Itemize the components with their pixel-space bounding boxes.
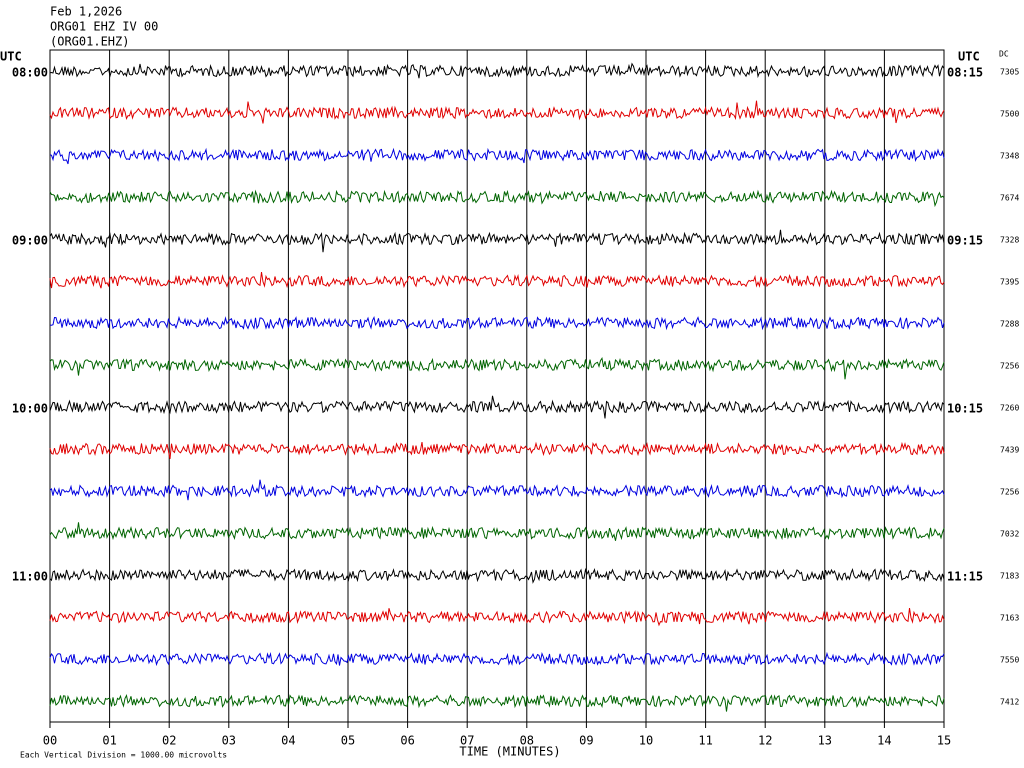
- left-time-label: 08:00: [12, 66, 48, 80]
- x-tick-label: 10: [639, 734, 653, 748]
- trace: [49, 100, 945, 124]
- trace: [49, 147, 945, 165]
- right-time-label: 08:15: [947, 66, 983, 80]
- dc-value: 7032: [1000, 530, 1019, 539]
- trace: [49, 608, 945, 627]
- right-axis-title: UTC: [958, 50, 980, 64]
- right-time-label: 11:15: [947, 570, 983, 584]
- trace: [49, 441, 945, 459]
- x-tick-label: 02: [162, 734, 176, 748]
- dc-value: 7305: [1000, 68, 1019, 77]
- trace: [49, 229, 945, 253]
- x-tick-label: 05: [341, 734, 355, 748]
- dc-value: 7183: [1000, 572, 1019, 581]
- right-time-label: 10:15: [947, 402, 983, 416]
- x-tick-label: 03: [222, 734, 236, 748]
- dc-value: 7439: [1000, 446, 1019, 455]
- right-time-label: 09:15: [947, 234, 983, 248]
- x-tick-label: 12: [758, 734, 772, 748]
- left-axis-title: UTC: [0, 50, 22, 64]
- x-tick-label: 07: [460, 734, 474, 748]
- dc-value: 7550: [1000, 656, 1019, 665]
- trace: [49, 356, 945, 380]
- dc-title: DC: [999, 50, 1009, 59]
- x-tick-label: 00: [43, 734, 57, 748]
- left-time-label: 09:00: [12, 234, 48, 248]
- trace: [49, 189, 945, 208]
- x-tick-label: 08: [520, 734, 534, 748]
- dc-value: 7256: [1000, 488, 1019, 497]
- trace: [49, 479, 945, 501]
- station-title: (ORG01.EHZ): [50, 35, 129, 49]
- x-tick-label: 04: [281, 734, 295, 748]
- x-tick-label: 13: [818, 734, 832, 748]
- dc-value: 7260: [1000, 404, 1019, 413]
- trace: [49, 694, 945, 712]
- dc-value: 7395: [1000, 278, 1019, 287]
- dc-value: 7674: [1000, 194, 1019, 203]
- trace: [49, 567, 945, 584]
- trace: [49, 522, 945, 541]
- dc-value: 7348: [1000, 152, 1019, 161]
- trace: [49, 651, 945, 667]
- dc-value: 7256: [1000, 362, 1019, 371]
- x-tick-label: 06: [400, 734, 414, 748]
- x-tick-label: 15: [937, 734, 951, 748]
- x-tick-label: 14: [877, 734, 891, 748]
- channel-title: ORG01 EHZ IV 00: [50, 20, 158, 34]
- x-axis-label: TIME (MINUTES): [459, 745, 560, 759]
- dc-value: 7500: [1000, 110, 1019, 119]
- x-tick-label: 11: [698, 734, 712, 748]
- x-tick-label: 09: [579, 734, 593, 748]
- dc-value: 7328: [1000, 236, 1019, 245]
- x-tick-label: 01: [102, 734, 116, 748]
- date-title: Feb 1,2026: [50, 5, 122, 19]
- trace: [49, 62, 945, 79]
- dc-value: 7412: [1000, 698, 1019, 707]
- left-time-label: 10:00: [12, 402, 48, 416]
- trace: [49, 315, 945, 331]
- dc-value: 7163: [1000, 614, 1019, 623]
- dc-value: 7288: [1000, 320, 1019, 329]
- left-time-label: 11:00: [12, 570, 48, 584]
- trace: [49, 272, 945, 289]
- footnote: Each Vertical Division = 1000.00 microvo…: [20, 751, 227, 760]
- trace: [49, 395, 945, 419]
